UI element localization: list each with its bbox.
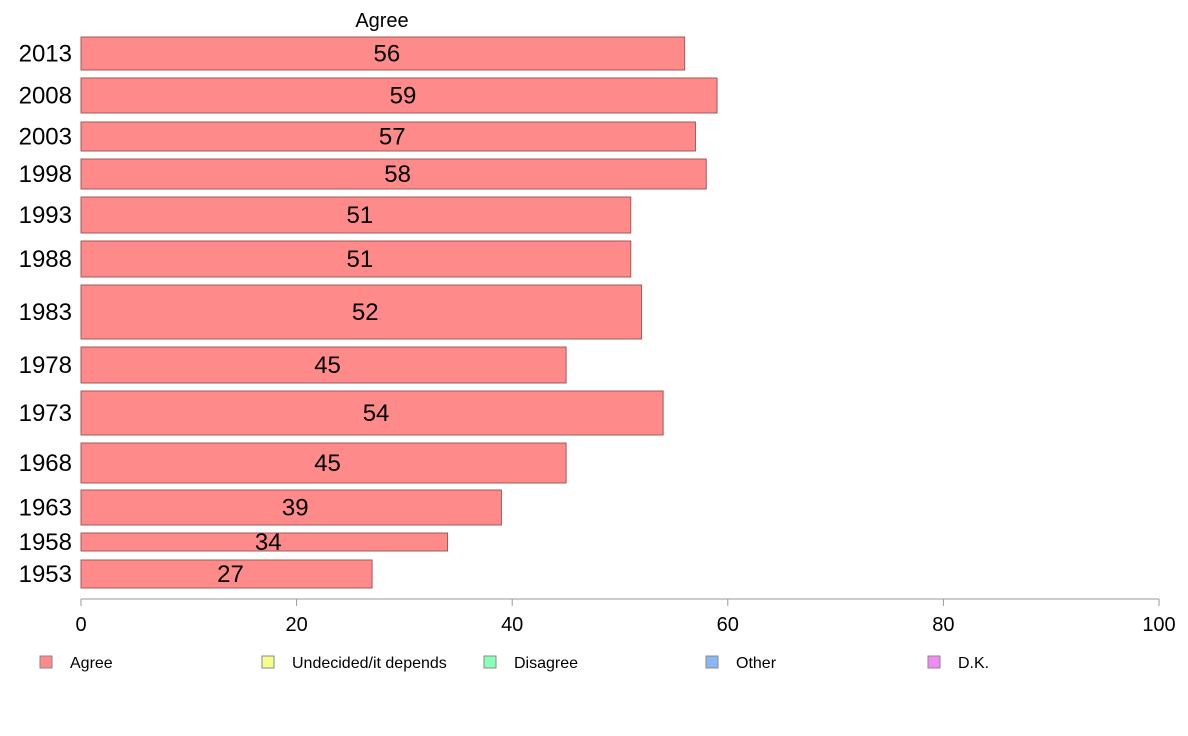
legend-label-agree: Agree [70,655,113,672]
bar-value-label-1963: 39 [282,495,309,522]
y-tick-label-1963: 1963 [19,495,72,522]
bar-value-label-1978: 45 [314,352,341,379]
legend-swatch-agree [39,655,53,669]
legend-label-disagree: Disagree [514,655,578,672]
bar-2013 [80,36,686,71]
chart-title: Agree [355,10,408,32]
legend: Agree Undecided/it depends Disagree Other D.… [39,655,989,672]
legend-label-undecided-it-depends: Undecided/it depends [292,655,447,672]
bar-1978 [80,346,567,384]
y-tick-label-2008: 2008 [19,83,72,110]
y-tick-label-1953: 1953 [19,561,72,588]
bar-value-label-1968: 45 [314,450,341,477]
y-tick-label-1998: 1998 [19,161,72,188]
bar-value-label-1993: 51 [347,202,374,229]
y-tick-label-2013: 2013 [19,41,72,68]
bar-2003 [80,121,696,152]
bar-value-label-2008: 59 [390,83,417,110]
legend-swatch-undecided-it-depends [261,655,275,669]
y-tick-label-1968: 1968 [19,450,72,477]
bar-1973 [80,390,664,436]
bar-1988 [80,240,632,278]
x-tick-label-100: 100 [1142,614,1175,636]
bars-group: 56 2013 59 2008 57 2003 58 1998 51 1993 51 1988 52 19… [19,36,718,589]
bar-1993 [80,196,632,234]
x-tick-label-20: 20 [285,614,307,636]
bar-1953 [80,559,373,589]
bar-1983 [80,284,643,340]
x-tick-label-40: 40 [501,614,523,636]
legend-label-d-k: D.K. [958,655,989,672]
legend-label-other: Other [736,655,777,672]
bar-1963 [80,489,502,526]
y-tick-label-1983: 1983 [19,299,72,326]
y-tick-label-1993: 1993 [19,202,72,229]
bar-2008 [80,77,718,114]
x-tick-label-0: 0 [75,614,86,636]
bar-1968 [80,442,567,484]
legend-swatch-d-k [927,655,941,669]
bar-value-label-2003: 57 [379,124,406,151]
bar-value-label-1983: 52 [352,299,379,326]
x-tick-label-80: 80 [932,614,954,636]
bar-value-label-1998: 58 [384,161,411,188]
y-tick-label-1978: 1978 [19,352,72,379]
x-axis: 0 20 40 60 80 100 [75,598,1176,636]
bar-value-label-1973: 54 [363,400,390,427]
bar-value-label-1988: 51 [347,246,374,273]
x-tick-label-60: 60 [717,614,739,636]
bar-value-label-1958: 34 [255,529,282,556]
y-tick-label-1973: 1973 [19,400,72,427]
bar-1958 [80,532,449,552]
legend-swatch-other [705,655,719,669]
y-tick-label-1958: 1958 [19,529,72,556]
y-tick-label-2003: 2003 [19,124,72,151]
legend-swatch-disagree [483,655,497,669]
y-tick-label-1988: 1988 [19,246,72,273]
bar-1998 [80,158,707,190]
bar-value-label-1953: 27 [217,561,244,588]
bar-value-label-2013: 56 [373,41,400,68]
